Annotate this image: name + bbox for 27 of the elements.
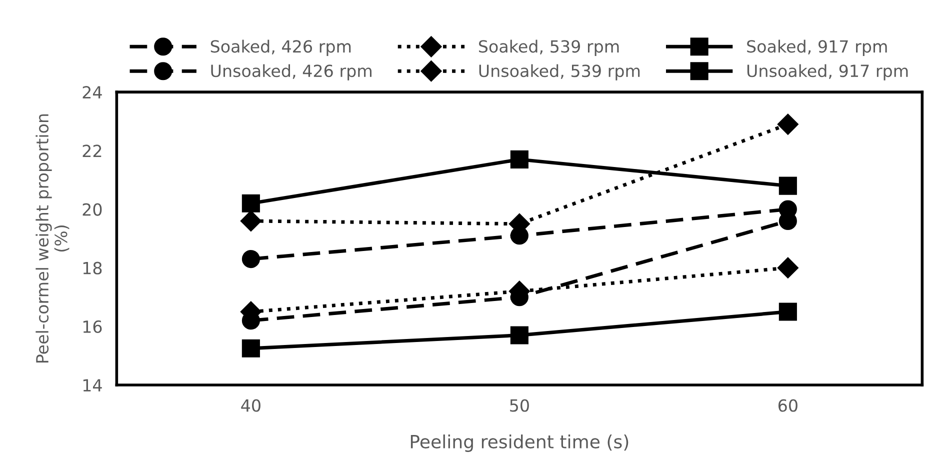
y-tick-label: 24 bbox=[82, 86, 102, 98]
y-tick-label: 20 bbox=[82, 203, 102, 216]
point bbox=[778, 176, 797, 195]
legend-label: Unsoaked, 426 rpm bbox=[211, 64, 372, 80]
x-axis-title: Peeling resident time (s) bbox=[410, 434, 628, 452]
point bbox=[778, 302, 797, 321]
legend-label: Soaked, 426 rpm bbox=[210, 40, 351, 56]
x-tick-label: 60 bbox=[778, 399, 798, 412]
point bbox=[510, 326, 528, 344]
y-tick-label: 16 bbox=[83, 320, 102, 333]
point bbox=[242, 250, 260, 268]
y-axis-title: Peel-cormel weight proportion (%) bbox=[36, 114, 70, 363]
x-tick-label: 50 bbox=[510, 399, 529, 412]
point bbox=[778, 258, 798, 278]
x-tick-label: 40 bbox=[241, 399, 260, 412]
point bbox=[510, 150, 528, 168]
y-tick-label: 18 bbox=[83, 262, 102, 274]
point bbox=[240, 210, 262, 232]
y-tick-label: 14 bbox=[83, 379, 102, 392]
legend-label: Unsoaked, 539 rpm bbox=[479, 64, 640, 80]
point bbox=[242, 339, 260, 358]
legend-label: Soaked, 917 rpm bbox=[747, 40, 887, 56]
legend-label: Unsoaked, 917 rpm bbox=[747, 64, 908, 80]
y-tick-label: 22 bbox=[82, 144, 102, 157]
legend-label: Soaked, 539 rpm bbox=[478, 40, 619, 56]
point bbox=[778, 114, 798, 135]
point bbox=[242, 194, 260, 212]
